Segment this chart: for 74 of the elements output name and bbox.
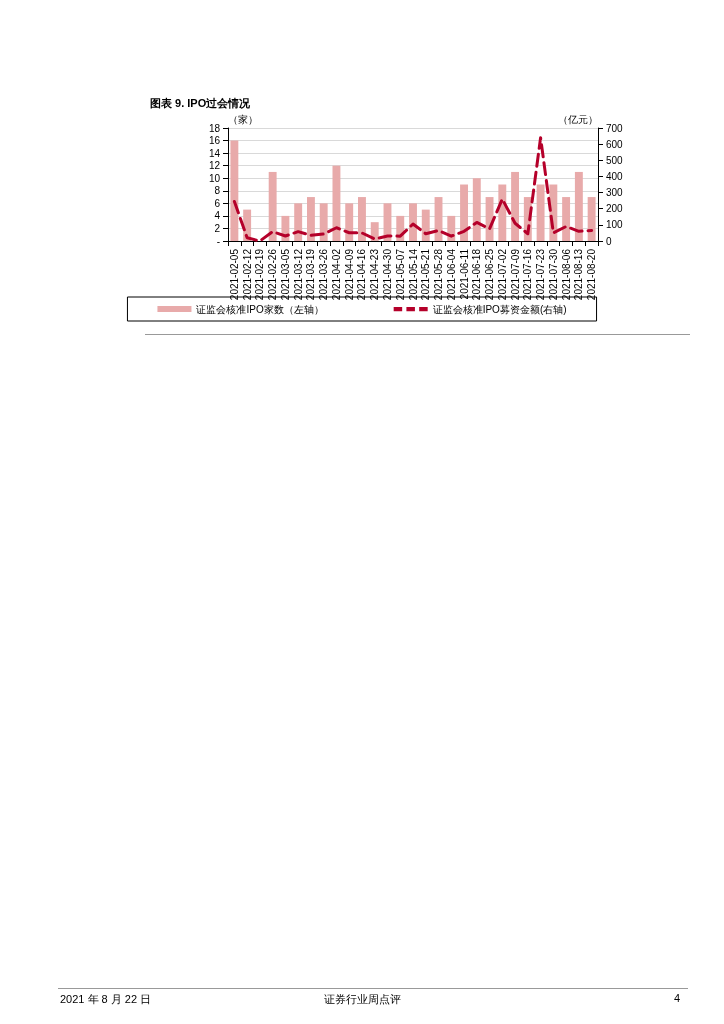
x-tick-label: 2021-03-26	[318, 248, 330, 301]
x-tick-label: 2021-06-11	[458, 248, 470, 300]
legend-label: 证监会核准IPO家数（左轴）	[196, 303, 324, 315]
y-tick-label: 18	[208, 122, 221, 134]
y-tick-label: 12	[208, 160, 221, 172]
bar	[460, 184, 468, 241]
bar	[562, 197, 571, 241]
y-tick-label: 14	[208, 147, 221, 159]
x-tick-label: 2021-05-07	[394, 248, 406, 301]
x-tick-label: 2021-03-19	[305, 248, 317, 301]
y2-tick-label: 400	[606, 170, 624, 182]
text: 4	[673, 992, 680, 1004]
x-tick-label: 2021-07-30	[547, 248, 559, 301]
y2-tick-label: 700	[606, 122, 624, 134]
y-tick-label: 6	[214, 197, 221, 209]
y-tick-label: 2	[214, 222, 221, 234]
x-tick-label: 2021-08-20	[586, 248, 598, 301]
bar	[358, 197, 366, 241]
y2-tick-label: 600	[606, 138, 624, 150]
x-tick-label: 2021-08-06	[560, 248, 572, 301]
x-tick-label: 2021-02-26	[267, 248, 279, 301]
x-tick-label: 2021-07-02	[496, 248, 508, 301]
text: 证券行业周点评	[323, 993, 401, 1005]
x-tick-label: 2021-08-13	[573, 248, 585, 301]
x-tick-label: 2021-02-19	[254, 248, 266, 301]
text: 2021 年 8 月 22 日	[60, 992, 152, 1007]
y2-axis-title: （亿元）	[558, 113, 598, 125]
x-tick-label: 2021-03-12	[292, 248, 304, 301]
x-tick-label: 2021-07-16	[522, 248, 534, 301]
bar	[472, 178, 481, 241]
x-tick-label: 2021-07-23	[535, 248, 547, 301]
bar	[294, 203, 303, 241]
x-tick-label: 2021-02-05	[228, 248, 240, 301]
bar	[332, 165, 341, 241]
bar	[268, 171, 277, 241]
bar	[306, 197, 315, 241]
x-tick-label: 2021-04-30	[381, 248, 393, 301]
y2-tick-label: 300	[606, 187, 624, 199]
y-axis-title: （家）	[228, 113, 258, 125]
x-tick-label: 2021-04-23	[369, 248, 381, 301]
bar	[345, 203, 354, 241]
x-tick-label: 2021-05-14	[407, 248, 419, 301]
x-tick-label: 2021-02-12	[241, 248, 253, 301]
x-tick-label: 2021-06-04	[445, 248, 457, 301]
y-tick-label: 8	[214, 185, 221, 197]
y2-tick-label: 100	[606, 219, 624, 231]
x-tick-label: 2021-03-05	[279, 248, 291, 301]
bar	[409, 203, 417, 241]
bar	[319, 203, 328, 241]
x-tick-label: 2021-04-16	[356, 248, 368, 301]
line-series	[232, 136, 594, 243]
bar	[587, 197, 596, 241]
x-tick-label: 2021-05-21	[420, 248, 432, 301]
x-tick-label: 2021-07-09	[509, 248, 521, 301]
bar	[574, 171, 583, 241]
bar	[370, 222, 379, 241]
bar	[511, 171, 520, 241]
bar	[536, 184, 545, 241]
x-tick-label: 2021-05-28	[433, 248, 445, 301]
legend-label: 证监会核准IPO募资金额(右轴)	[432, 303, 567, 315]
x-tick-label: 2021-06-18	[471, 248, 483, 301]
y2-tick-label: 0	[606, 235, 612, 247]
chart-title: 图表 9. IPO过会情况	[150, 96, 252, 109]
y-tick-label: 4	[214, 210, 221, 222]
y-tick-label: -	[216, 235, 220, 247]
x-tick-label: 2021-04-09	[343, 248, 355, 301]
bar	[421, 209, 430, 241]
y2-tick-label: 500	[606, 154, 624, 166]
x-tick-label: 2021-04-02	[330, 248, 342, 301]
y-tick-label: 16	[208, 135, 221, 147]
y-tick-label: 10	[208, 172, 221, 184]
y2-tick-label: 200	[606, 203, 624, 215]
bar	[230, 140, 239, 241]
x-tick-label: 2021-06-25	[484, 248, 496, 301]
